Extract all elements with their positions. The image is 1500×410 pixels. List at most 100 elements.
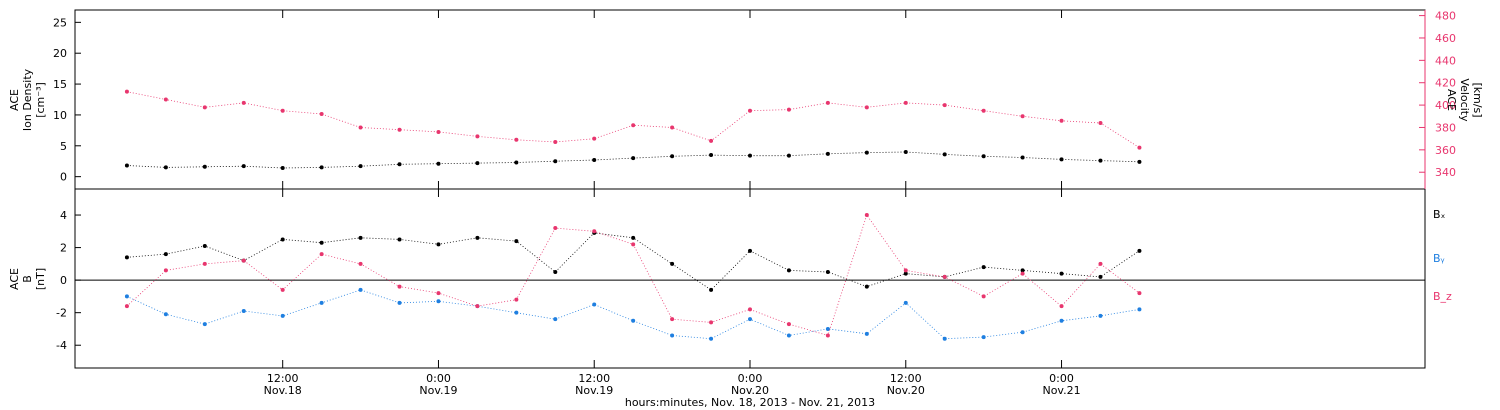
top-series-0-point [1137, 159, 1142, 164]
bottom-series-1-point [592, 302, 597, 307]
top-series-0-point [202, 164, 207, 169]
top-series-0-point [981, 154, 986, 159]
bottom-series-1-point [1098, 313, 1103, 318]
top-y2tick-label: 480 [1435, 10, 1456, 23]
top-series-0-point [475, 161, 480, 166]
top-series-1-point [475, 134, 480, 139]
top-y2label-line-2: Velocity [1458, 78, 1471, 122]
bottom-series-0-point [553, 269, 558, 274]
top-series-1-point [592, 136, 597, 141]
top-series-1-point [280, 108, 285, 113]
top-series-1-point [514, 137, 519, 142]
xtick-date-label: Nov.20 [887, 384, 925, 397]
bottom-series-0-point [1059, 271, 1064, 276]
top-series-0-point [280, 166, 285, 171]
top-ylabel-line-3: [cm⁻³] [34, 82, 47, 118]
top-series-0-point [397, 162, 402, 167]
bottom-ylabel-line-3: [nT] [34, 268, 47, 290]
bottom-series-1-point [825, 326, 830, 331]
top-ylabel-line-2: Ion Density [21, 68, 34, 131]
top-series-0-point [436, 161, 441, 166]
top-y2tick-label: 340 [1435, 166, 1456, 179]
top-ytick-label: 5 [60, 140, 67, 153]
bottom-series-1-point [202, 322, 207, 327]
bottom-series-1-point [358, 287, 363, 292]
top-series-1-point [319, 112, 324, 117]
bottom-series-2-point [786, 322, 791, 327]
legend-bz: B_z [1433, 290, 1452, 303]
bottom-series-2-point [202, 261, 207, 266]
top-series-0-point [748, 153, 752, 158]
bottom-series-0-point [748, 248, 752, 253]
top-series-0-point [241, 164, 246, 169]
top-series-1-point [202, 105, 207, 110]
top-series-1-point [786, 107, 791, 112]
top-series-0-point [514, 160, 519, 165]
top-y2tick-label: 460 [1435, 32, 1456, 45]
bottom-series-1-point [436, 299, 441, 304]
bottom-series-1-point [514, 310, 519, 315]
bottom-series-1-point [553, 317, 558, 322]
top-ylabel-line-1: ACE [8, 89, 21, 111]
top-series-0-trace [126, 151, 1140, 169]
top-series-0-point [358, 164, 363, 169]
bottom-series-0-point [981, 265, 986, 270]
top-series-0-point [786, 153, 791, 158]
top-ytick-label: 15 [53, 78, 67, 91]
top-panel-frame [74, 9, 1426, 190]
top-series-1-point [553, 140, 558, 145]
xtick-time-label: 12:00 [890, 372, 922, 385]
top-y2label-line-3: [km/s] [1471, 82, 1484, 117]
bottom-series-1-point [981, 335, 986, 340]
top-series-1-point [397, 127, 402, 132]
legend-by: Bᵧ [1433, 252, 1445, 265]
top-series-0-point [903, 149, 908, 154]
top-series-1-trace [126, 91, 1140, 148]
xtick-time-label: 0:00 [1049, 372, 1074, 385]
bottom-series-1-trace [126, 289, 1140, 340]
bottom-series-0-trace [126, 232, 1140, 291]
top-y2tick-label: 380 [1435, 121, 1456, 134]
xtick-date-label: Nov.20 [731, 384, 769, 397]
top-series-0-point [1098, 158, 1103, 163]
bottom-series-1-point [280, 313, 285, 318]
xtick-date-label: Nov.19 [575, 384, 613, 397]
top-series-0-point [864, 150, 869, 155]
xtick-date-label: Nov.19 [419, 384, 457, 397]
top-series-0-point [592, 157, 597, 162]
top-y2tick-label: 360 [1435, 144, 1456, 157]
bottom-ytick-label: -2 [56, 307, 67, 320]
top-series-0-point [709, 153, 714, 158]
bottom-series-0-point [864, 284, 869, 289]
top-series-1-point [981, 108, 986, 113]
bottom-ytick-label: 4 [60, 209, 67, 222]
bottom-ylabel-line-1: ACE [8, 268, 21, 290]
xtick-time-label: 0:00 [426, 372, 451, 385]
top-ytick-label: 0 [60, 171, 67, 184]
bottom-series-0-point [786, 268, 791, 273]
bottom-series-1-point [786, 333, 791, 338]
top-y2tick-label: 400 [1435, 99, 1456, 112]
bottom-series-1-point [631, 318, 636, 323]
top-series-0-point [670, 154, 675, 159]
top-series-0-point [319, 165, 324, 170]
top-series-0-point [631, 156, 636, 161]
bottom-series-2-point [1020, 271, 1025, 276]
bottom-series-0-point [631, 235, 636, 240]
bottom-series-1-point [1020, 330, 1025, 335]
bottom-series-2-trace [126, 214, 1140, 336]
top-series-1-point [241, 100, 246, 105]
bottom-series-2-point [475, 304, 480, 309]
bottom-series-1-point [1059, 318, 1064, 323]
xtick-date-label: Nov.21 [1042, 384, 1080, 397]
legend-bx: Bₓ [1433, 208, 1446, 221]
bottom-series-2-point [241, 258, 246, 263]
top-series-1-point [436, 129, 441, 134]
x-axis-title: hours:minutes, Nov. 18, 2013 - Nov. 21, … [625, 396, 875, 409]
top-series-0-point [1059, 157, 1064, 162]
xtick-date-label: Nov.18 [264, 384, 302, 397]
top-y2tick-label: 420 [1435, 77, 1456, 90]
top-series-1-point [864, 105, 869, 110]
bottom-series-1-point [241, 309, 246, 314]
